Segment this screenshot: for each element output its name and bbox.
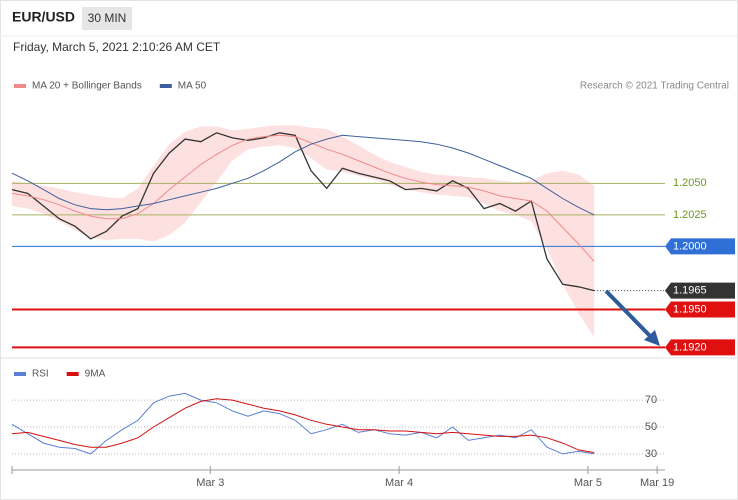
symbol: EUR/USD bbox=[12, 9, 75, 25]
level-label: 1.2050 bbox=[673, 177, 707, 189]
x-tick-label: Mar 5 bbox=[574, 477, 602, 489]
interval[interactable]: 30 MIN bbox=[88, 11, 127, 25]
level-label: 1.2000 bbox=[673, 240, 707, 252]
x-tick-label: Mar 19 bbox=[640, 477, 674, 489]
legend-label: RSI bbox=[32, 369, 49, 380]
series-line bbox=[11, 392, 595, 455]
legend-swatch bbox=[14, 372, 26, 376]
level-label: 1.1965 bbox=[673, 285, 707, 297]
series-line bbox=[11, 134, 595, 216]
y-tick-label: 50 bbox=[645, 421, 657, 433]
series-line bbox=[11, 134, 595, 262]
projection-arrowhead bbox=[644, 330, 660, 346]
legend-label: MA 50 bbox=[178, 81, 207, 92]
y-tick-label: 70 bbox=[645, 394, 657, 406]
x-tick-label: Mar 3 bbox=[196, 477, 224, 489]
level-label: 1.2025 bbox=[673, 209, 707, 221]
projection-arrow bbox=[604, 289, 654, 340]
legend-label: MA 20 + Bollinger Bands bbox=[32, 81, 142, 92]
bollinger-band bbox=[12, 125, 595, 338]
plot-layer: 1.2050 1.2025 1.2000 1.1965 1.1950 1.1920 MA 2… bbox=[11, 81, 735, 489]
y-tick-label: 30 bbox=[645, 448, 657, 460]
series-line bbox=[11, 132, 595, 292]
timestamp: Friday, March 5, 2021 2:10:26 AM CET bbox=[13, 40, 221, 54]
level-tag bbox=[665, 282, 735, 299]
interval-box[interactable] bbox=[82, 7, 132, 30]
level-tag bbox=[665, 238, 735, 255]
series-line bbox=[11, 398, 595, 454]
x-tick-label: Mar 4 bbox=[385, 477, 413, 489]
legend-label: 9MA bbox=[85, 369, 106, 380]
level-tag bbox=[665, 339, 735, 356]
credit: Research © 2021 Trading Central bbox=[580, 81, 729, 92]
level-tag bbox=[665, 301, 735, 318]
legend-swatch bbox=[14, 84, 26, 88]
level-label: 1.1950 bbox=[673, 303, 707, 315]
legend-swatch bbox=[66, 372, 79, 376]
legend-swatch bbox=[159, 84, 172, 88]
level-label: 1.1920 bbox=[673, 341, 707, 353]
